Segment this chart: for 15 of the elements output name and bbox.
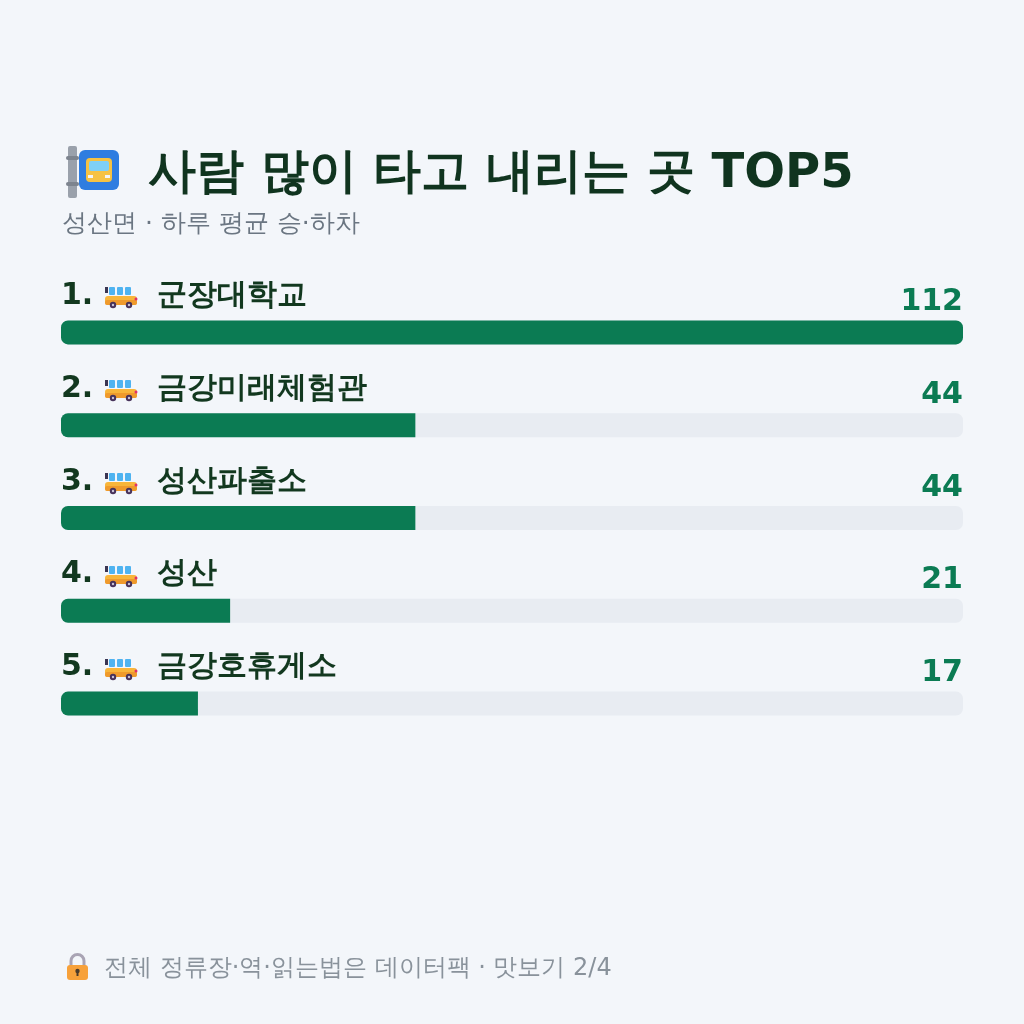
bar <box>61 598 231 623</box>
chart-title: 사람 많이 타고 내리는 곳 TOP5 <box>148 141 854 200</box>
bar <box>61 691 198 716</box>
text: 전체 정류장·역·읽는법은 데이터팩 · 맛보기 2/4 <box>104 952 612 983</box>
data-label: 44 <box>921 467 963 503</box>
category-label: 5. 금강호휴게소 <box>61 647 337 683</box>
chart-subtitle: 성산면 · 하루 평균 승·하차 <box>62 207 360 239</box>
category-label: 4. 성산 <box>61 554 217 590</box>
category-label: 2. 금강미래체험관 <box>61 368 367 404</box>
data-label: 21 <box>921 560 963 596</box>
data-label: 112 <box>900 281 963 317</box>
category-label: 1. 군장대학교 <box>61 275 307 311</box>
data-label: 17 <box>921 653 963 689</box>
data-label: 44 <box>921 374 963 410</box>
category-label: 3. 성산파출소 <box>61 461 307 497</box>
